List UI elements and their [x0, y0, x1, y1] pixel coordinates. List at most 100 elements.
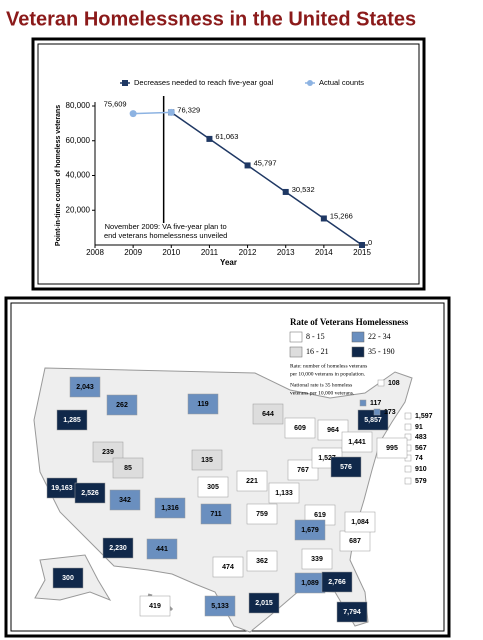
state — [246, 550, 278, 572]
state — [154, 497, 186, 519]
state-value-label: 262 — [116, 402, 128, 409]
point — [129, 110, 137, 118]
state-value-label: 74 — [415, 455, 423, 462]
state-value-label: 1,441 — [348, 439, 366, 446]
state — [404, 465, 412, 473]
point — [320, 215, 327, 222]
state — [287, 459, 319, 481]
state — [301, 548, 333, 570]
state-value-label: 1,089 — [301, 580, 319, 587]
state-value-label: 576 — [340, 464, 352, 471]
state — [212, 556, 244, 578]
x-tick-label: 2008 — [86, 248, 104, 257]
value-label: 0 — [368, 238, 372, 247]
state-value-label: 300 — [62, 575, 74, 582]
state — [321, 571, 353, 593]
legend-label: 22 - 34 — [368, 332, 391, 341]
y-tick-label: 60,000 — [66, 136, 91, 145]
chart-frame — [31, 37, 426, 291]
point — [167, 108, 175, 116]
legend-label: 16 - 21 — [306, 347, 329, 356]
state — [197, 476, 229, 498]
state — [139, 595, 171, 617]
state — [344, 511, 376, 533]
state — [330, 456, 362, 478]
state — [52, 567, 84, 589]
legend-label: 35 - 190 — [368, 347, 395, 356]
state-value-label: 108 — [388, 380, 400, 387]
x-tick-label: 2014 — [315, 248, 333, 257]
state — [377, 379, 385, 387]
state-value-label: 2,230 — [109, 545, 127, 552]
state-value-label: 995 — [386, 445, 398, 452]
state-value-label: 567 — [415, 445, 427, 452]
state — [268, 482, 300, 504]
state — [252, 403, 284, 425]
value-label: 76,329 — [177, 105, 200, 114]
x-tick-label: 2009 — [124, 248, 142, 257]
state-value-label: 5,133 — [211, 603, 229, 610]
legend-marker — [122, 80, 128, 86]
state — [284, 417, 316, 439]
value-label: 30,532 — [292, 185, 315, 194]
series-line — [170, 111, 363, 246]
state-value-label: 711 — [210, 511, 221, 518]
state — [357, 409, 389, 431]
legend-label: Decreases needed to reach five-year goal — [134, 78, 274, 87]
state-value-label: 305 — [207, 484, 219, 491]
legend-label: Actual counts — [319, 78, 364, 87]
map-note: Rate: number of homeless veterans — [290, 362, 367, 369]
state — [106, 394, 138, 416]
state — [102, 537, 134, 559]
map-note: per 10,000 veterans in population. — [290, 371, 366, 377]
state-value-label: 759 — [256, 511, 268, 518]
state-value-label: 579 — [415, 478, 427, 485]
state-value-label: 173 — [384, 409, 396, 416]
state — [376, 437, 408, 459]
state — [336, 601, 368, 623]
state-value-label: 362 — [256, 558, 268, 565]
state-value-label: 5,857 — [364, 417, 382, 424]
state-value-label: 1,285 — [63, 417, 81, 424]
state — [317, 419, 349, 441]
x-tick-label: 2012 — [239, 248, 257, 257]
map-note: National rate is 35 homeless — [290, 382, 352, 388]
state — [404, 477, 412, 485]
series-line — [133, 111, 172, 115]
chart-frame-inner — [37, 43, 420, 285]
state — [146, 538, 178, 560]
state-value-label: 339 — [311, 556, 323, 563]
state-value-label: 619 — [314, 512, 326, 519]
state-value-label: 419 — [149, 603, 161, 610]
state — [294, 519, 326, 541]
state-value-label: 1,133 — [275, 490, 293, 497]
state — [191, 449, 223, 471]
legend-marker — [307, 80, 313, 86]
x-tick-label: 2013 — [277, 248, 295, 257]
point — [359, 242, 365, 248]
legend-swatch — [289, 331, 303, 343]
state-value-label: 2,015 — [255, 600, 273, 607]
state — [236, 470, 268, 492]
state — [404, 433, 412, 441]
state — [404, 412, 412, 420]
state — [187, 393, 219, 415]
state-value-label: 1,084 — [351, 519, 369, 526]
state-value-label: 964 — [327, 427, 339, 434]
x-tick-label: 2011 — [201, 248, 219, 257]
state-value-label: 644 — [262, 411, 274, 418]
state-value-label: 2,766 — [328, 579, 346, 586]
state-value-label: 767 — [297, 467, 309, 474]
state — [92, 441, 124, 463]
x-tick-label: 2015 — [353, 248, 371, 257]
point — [206, 135, 213, 142]
state-value-label: 910 — [415, 466, 427, 473]
state — [69, 376, 101, 398]
legend-swatch — [351, 331, 365, 343]
state-value-label: 687 — [349, 538, 361, 545]
state-value-label: 221 — [246, 478, 258, 485]
value-label: 15,266 — [330, 211, 353, 220]
state-value-label: 1,316 — [161, 505, 179, 512]
point — [244, 162, 251, 169]
